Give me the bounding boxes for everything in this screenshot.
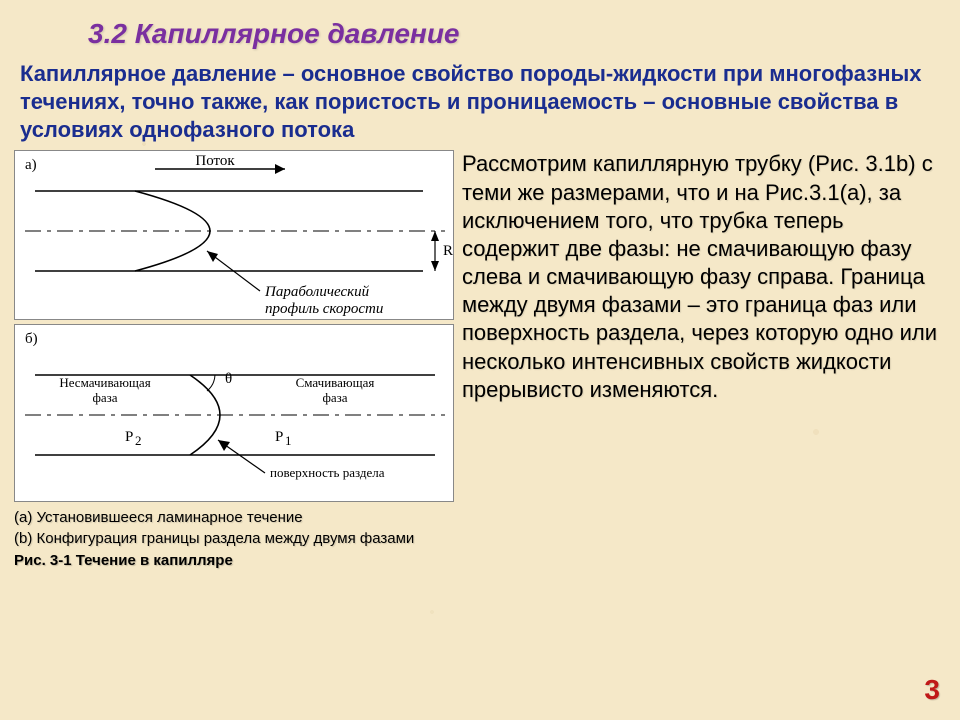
- nonwetting-l2: фаза: [92, 390, 117, 405]
- intro-paragraph: Капиллярное давление – основное свойство…: [0, 50, 960, 150]
- diagram-panel-a: а) Поток Параболический профиль скорости: [14, 150, 454, 320]
- panel-b-label: б): [25, 331, 38, 347]
- page-number: 3: [924, 674, 940, 706]
- nonwetting-l1: Несмачивающая: [59, 375, 150, 390]
- diagram-b-svg: б) θ Несмачивающая фаза Смачивающая фаза…: [15, 325, 455, 503]
- p1-sub: 1: [285, 433, 292, 448]
- caption-a: (a) Установившееся ламинарное течение: [14, 508, 454, 528]
- interface-label: поверхность раздела: [270, 465, 385, 480]
- diagram-panel-b: б) θ Несмачивающая фаза Смачивающая фаза…: [14, 324, 454, 502]
- caption-b: (b) Конфигурация границы раздела между д…: [14, 529, 454, 549]
- right-paragraph: Рассмотрим капиллярную трубку (Рис. 3.1b…: [462, 150, 946, 571]
- p1-label: P: [275, 429, 283, 445]
- figure-captions: (a) Установившееся ламинарное течение (b…: [14, 506, 454, 571]
- figure-column: а) Поток Параболический профиль скорости: [14, 150, 454, 571]
- profile-label-1: Параболический: [264, 284, 370, 300]
- caption-main: Рис. 3-1 Течение в капилляре: [14, 549, 454, 571]
- panel-a-label: а): [25, 157, 37, 173]
- section-title: 3.2 Капиллярное давление: [0, 0, 960, 50]
- theta-label: θ: [225, 371, 232, 387]
- p2-sub: 2: [135, 433, 142, 448]
- wetting-l2: фаза: [322, 390, 347, 405]
- profile-label-2: профиль скорости: [265, 301, 383, 317]
- flow-label: Поток: [195, 153, 235, 169]
- radius-label: R: [443, 243, 453, 259]
- p2-label: P: [125, 429, 133, 445]
- diagram-a-svg: а) Поток Параболический профиль скорости: [15, 151, 455, 321]
- wetting-l1: Смачивающая: [296, 375, 375, 390]
- content-row: а) Поток Параболический профиль скорости: [0, 150, 960, 571]
